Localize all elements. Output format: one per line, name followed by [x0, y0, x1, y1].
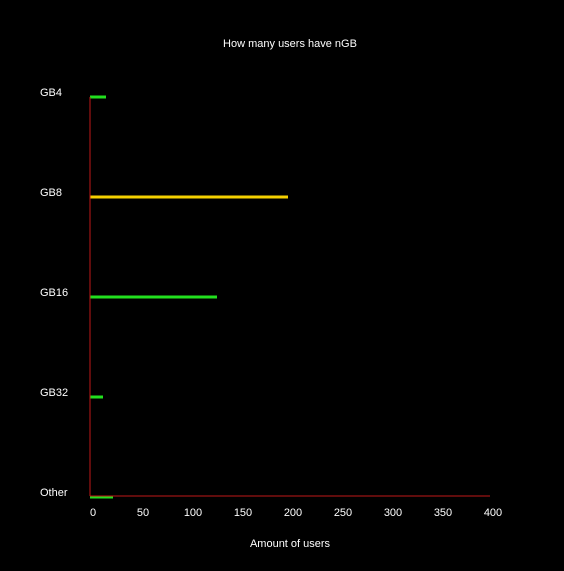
x-tick-label-50: 50 [137, 507, 149, 519]
chart-title: How many users have nGB [223, 38, 357, 50]
x-tick-label-250: 250 [334, 507, 352, 519]
x-tick-label-0: 0 [90, 507, 96, 519]
x-tick-label-100: 100 [184, 507, 202, 519]
x-tick-label-200: 200 [284, 507, 302, 519]
x-tick-label-150: 150 [234, 507, 252, 519]
x-tick-label-300: 300 [384, 507, 402, 519]
y-tick-label-gb32: GB32 [40, 387, 68, 399]
x-tick-label-350: 350 [434, 507, 452, 519]
y-tick-labels: GB4 GB8 GB16 GB32 Other [40, 87, 68, 499]
bars-layer [90, 95, 288, 499]
y-tick-label-gb4: GB4 [40, 87, 62, 99]
y-tick-label-gb8: GB8 [40, 187, 62, 199]
y-tick-label-other: Other [40, 487, 68, 499]
x-tick-label-400: 400 [484, 507, 502, 519]
x-axis-label: Amount of users [250, 538, 331, 550]
x-tick-labels: 0 50 100 150 200 250 300 350 400 [90, 507, 502, 519]
y-tick-label-gb16: GB16 [40, 287, 68, 299]
